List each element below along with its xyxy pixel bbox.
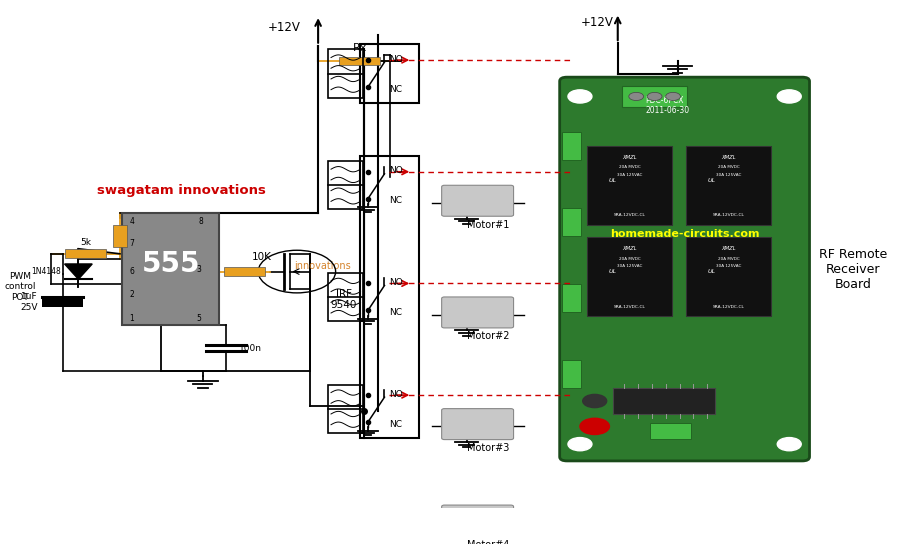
Text: 100n: 100n <box>239 344 262 353</box>
Text: NO: NO <box>389 54 403 64</box>
Bar <box>562 132 581 160</box>
Text: homemade-circuits.com: homemade-circuits.com <box>610 228 760 238</box>
Text: 2: 2 <box>130 290 135 299</box>
FancyBboxPatch shape <box>442 505 514 536</box>
Bar <box>587 146 672 225</box>
Text: 20A MVDC: 20A MVDC <box>717 165 739 169</box>
Text: IRF
9540: IRF 9540 <box>331 289 357 310</box>
Text: NC: NC <box>389 419 402 429</box>
Text: XMZL: XMZL <box>622 154 637 159</box>
FancyBboxPatch shape <box>442 409 514 440</box>
FancyBboxPatch shape <box>560 77 810 461</box>
Text: NC: NC <box>389 196 402 205</box>
Text: RF Remote
Receiver
Board: RF Remote Receiver Board <box>819 248 887 290</box>
Text: innovations: innovations <box>294 262 351 271</box>
Text: NC: NC <box>389 308 402 317</box>
Circle shape <box>568 437 592 451</box>
Bar <box>123 213 219 325</box>
Text: 5k: 5k <box>80 238 90 247</box>
Circle shape <box>777 90 801 103</box>
Text: 5: 5 <box>196 314 201 323</box>
Text: swaga: swaga <box>183 285 214 294</box>
Text: +12V: +12V <box>267 21 301 34</box>
Circle shape <box>777 437 801 451</box>
Text: NO: NO <box>389 166 403 175</box>
Text: 6: 6 <box>130 267 135 276</box>
Text: 30A 125VAC: 30A 125VAC <box>715 173 741 177</box>
Text: 7: 7 <box>130 239 135 248</box>
Text: NC: NC <box>389 84 402 94</box>
Text: SRA-12VDC-CL: SRA-12VDC-CL <box>713 213 744 218</box>
Bar <box>224 267 265 276</box>
Circle shape <box>580 418 609 435</box>
Bar <box>562 285 581 312</box>
Text: UL: UL <box>609 178 617 183</box>
Bar <box>42 300 83 307</box>
Circle shape <box>629 92 644 101</box>
Bar <box>339 57 380 65</box>
Bar <box>622 86 687 107</box>
Text: 20A MVDC: 20A MVDC <box>619 165 641 169</box>
Bar <box>328 161 363 209</box>
Text: +12V: +12V <box>581 16 614 29</box>
Bar <box>360 156 419 438</box>
Text: UL: UL <box>609 269 617 274</box>
Text: 3: 3 <box>196 264 201 274</box>
Text: 2011-06-30: 2011-06-30 <box>645 106 690 115</box>
Text: SRA-12VDC-CL: SRA-12VDC-CL <box>713 305 744 309</box>
Text: XMZL: XMZL <box>622 246 637 251</box>
Text: XMZL: XMZL <box>721 246 736 251</box>
Text: PWM
control
POT: PWM control POT <box>5 272 36 302</box>
Text: 1k: 1k <box>129 229 140 238</box>
Bar <box>328 273 363 321</box>
Circle shape <box>568 90 592 103</box>
Text: Motor#1: Motor#1 <box>467 220 510 230</box>
Bar <box>562 361 581 388</box>
Bar <box>65 250 106 258</box>
Text: 555: 555 <box>141 250 200 278</box>
Text: UL: UL <box>708 178 715 183</box>
Text: 10K: 10K <box>252 252 272 262</box>
Text: SRA-12VDC-CL: SRA-12VDC-CL <box>614 213 645 218</box>
Bar <box>328 50 363 98</box>
Bar <box>613 388 715 413</box>
Text: Rx: Rx <box>352 44 367 53</box>
Bar <box>328 385 363 432</box>
Polygon shape <box>65 264 92 279</box>
Text: 4: 4 <box>130 218 135 226</box>
Circle shape <box>647 92 662 101</box>
Bar <box>650 423 691 439</box>
FancyBboxPatch shape <box>442 186 514 217</box>
Text: 20A MVDC: 20A MVDC <box>717 257 739 261</box>
Bar <box>112 225 127 247</box>
Text: NO: NO <box>389 278 403 287</box>
Text: 30A 125VAC: 30A 125VAC <box>715 264 741 268</box>
Text: 1uF
25V: 1uF 25V <box>21 292 39 312</box>
Text: NO: NO <box>389 390 403 399</box>
Text: 20A MVDC: 20A MVDC <box>619 257 641 261</box>
Text: 30A 125VAC: 30A 125VAC <box>617 173 643 177</box>
Text: swagatam innovations: swagatam innovations <box>97 184 266 197</box>
Text: Motor#3: Motor#3 <box>467 443 510 453</box>
Text: UL: UL <box>708 269 715 274</box>
FancyBboxPatch shape <box>442 297 514 328</box>
Bar <box>686 237 771 316</box>
Text: 8: 8 <box>199 218 204 226</box>
Text: 30A 125VAC: 30A 125VAC <box>617 264 643 268</box>
Text: Motor#2: Motor#2 <box>467 331 510 342</box>
Text: Motor#4: Motor#4 <box>467 540 510 544</box>
Bar <box>587 237 672 316</box>
Text: 1N4148: 1N4148 <box>31 267 61 276</box>
Bar <box>360 45 419 103</box>
Bar <box>686 146 771 225</box>
Bar <box>562 208 581 236</box>
Text: SRA-12VDC-CL: SRA-12VDC-CL <box>614 305 645 309</box>
Circle shape <box>666 92 680 101</box>
Text: PDC-6PCX: PDC-6PCX <box>645 96 684 105</box>
Circle shape <box>583 394 607 407</box>
Text: XMZL: XMZL <box>721 154 736 159</box>
Text: 1: 1 <box>130 314 135 323</box>
